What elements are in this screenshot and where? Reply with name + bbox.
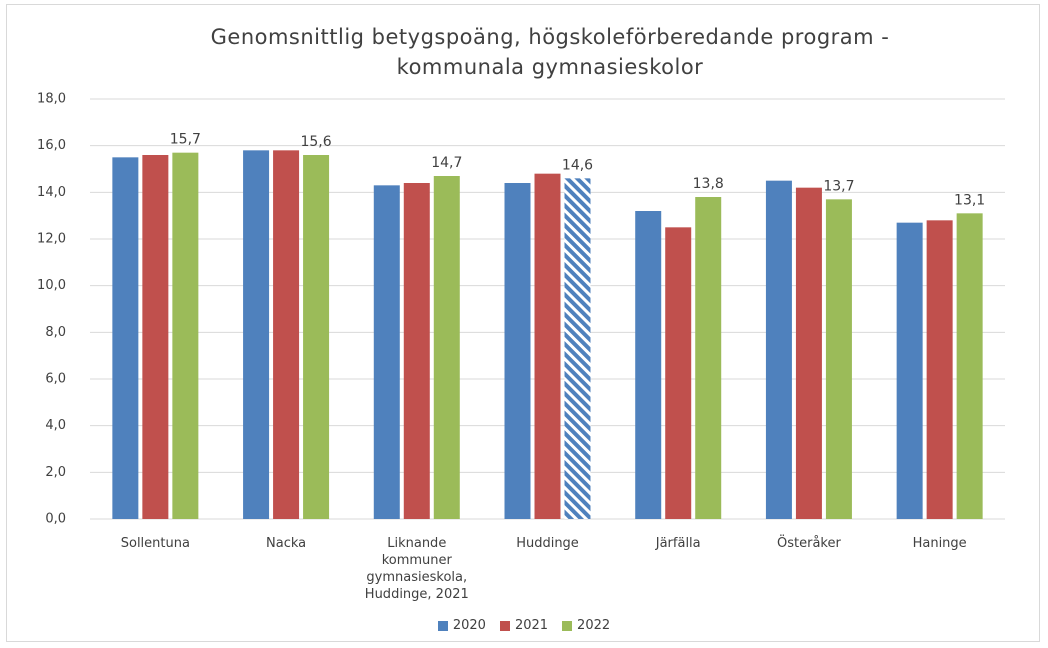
bar: [433, 176, 460, 519]
bar: [765, 180, 792, 519]
y-tick-label: 4,0: [45, 418, 66, 433]
bar: [373, 185, 400, 520]
y-tick-label: 10,0: [37, 278, 66, 293]
x-tick-label: Järfälla: [655, 536, 701, 551]
bar: [504, 183, 531, 519]
x-tick-label: Huddinge: [516, 536, 579, 551]
legend: 2020 2021 2022: [0, 618, 1048, 633]
bar: [926, 220, 953, 520]
x-tick-label: Nacka: [266, 536, 307, 551]
bar: [896, 222, 923, 519]
y-tick-label: 6,0: [45, 372, 66, 387]
y-tick-label: 12,0: [37, 232, 66, 247]
y-tick-label: 2,0: [45, 465, 66, 480]
bar: [534, 173, 561, 519]
chart-frame: [6, 4, 1040, 642]
bar: [112, 157, 139, 520]
bar: [243, 150, 270, 520]
bar: [825, 199, 852, 520]
bar: [172, 152, 199, 519]
bar: [403, 183, 430, 519]
y-tick-label: 16,0: [37, 138, 66, 153]
bar: [795, 187, 822, 519]
bar: [695, 197, 722, 519]
bar: [956, 213, 983, 520]
bar: [142, 155, 169, 519]
x-tick-label: Sollentuna: [120, 536, 190, 551]
legend-item: 2022: [562, 618, 610, 633]
legend-label: 2020: [452, 618, 486, 633]
legend-item: 2021: [499, 618, 549, 633]
chart-title: Genomsnittlig betygspoäng, högskoleförbe…: [210, 25, 890, 79]
legend-item: 2020: [437, 618, 486, 633]
legend-label: 2021: [514, 618, 549, 633]
bar: [564, 178, 591, 520]
bar: [273, 150, 300, 520]
x-tick-label: Österåker: [777, 536, 841, 551]
data-label: 13,1: [954, 192, 985, 208]
y-tick-label: 14,0: [37, 185, 66, 200]
bar: [303, 155, 330, 519]
data-label: 13,8: [693, 176, 724, 192]
data-label: 14,6: [562, 157, 593, 173]
data-label: 13,7: [823, 178, 854, 194]
data-label: 15,7: [170, 132, 201, 148]
legend-swatch: [437, 620, 448, 631]
legend-swatch: [499, 620, 510, 631]
legend-label: 2022: [577, 618, 611, 633]
bar: [635, 211, 662, 519]
x-tick-label: Haninge: [912, 536, 967, 551]
data-label: 14,7: [431, 155, 462, 171]
x-tick-label: Liknande kommuner gymnasieskola, Hudding…: [364, 536, 469, 602]
y-tick-label: 8,0: [45, 325, 66, 340]
y-tick-label: 18,0: [37, 92, 66, 107]
data-label: 15,6: [300, 134, 331, 150]
bar: [665, 227, 692, 520]
legend-swatch: [562, 620, 573, 631]
y-tick-label: 0,0: [45, 512, 66, 527]
